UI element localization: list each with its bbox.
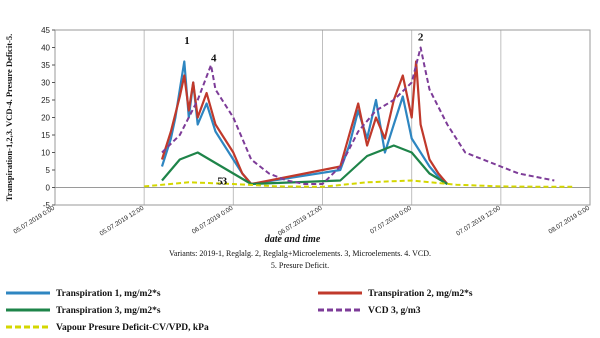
- series-line: [144, 179, 573, 188]
- y-tick-label: 10: [41, 149, 50, 158]
- y-axis-label: Transpiration-1,2,3. VCD-4. Presure Defi…: [4, 34, 14, 201]
- legend-label: VCD 3, g/m3: [368, 306, 421, 316]
- y-tick-label: 5: [46, 166, 51, 175]
- y-tick-label: 25: [41, 96, 50, 105]
- series-annotation: 2: [418, 32, 424, 44]
- legend-label: Transpiration 3, mg/m2*s: [56, 306, 161, 316]
- x-axis-label: date and time: [265, 234, 321, 245]
- y-tick-label: -5: [43, 201, 51, 210]
- series-annotation: 5: [217, 176, 223, 188]
- series-annotation: 4: [211, 53, 217, 65]
- legend-label: Vapour Presure Deficit-CV/VPD, kPa: [56, 323, 209, 333]
- y-tick-label: 30: [41, 79, 50, 88]
- y-tick-label: 20: [41, 114, 50, 123]
- series-annotation: 3: [222, 176, 228, 188]
- caption-line-1: Variants: 2019-1, Reglalg. 2, Reglalg+Mi…: [169, 249, 431, 258]
- y-tick-label: 40: [41, 44, 50, 53]
- y-tick-label: 45: [41, 26, 50, 35]
- series-line: [161, 46, 555, 185]
- caption-line-2: 5. Presure Deficit.: [271, 261, 329, 270]
- legend-label: Transpiration 1, mg/m2*s: [56, 289, 161, 299]
- y-tick-label: 0: [46, 184, 51, 193]
- series-annotation: 1: [184, 35, 190, 47]
- y-tick-label: 35: [41, 61, 50, 70]
- y-tick-label: 15: [41, 131, 50, 140]
- legend-label: Transpiration 2, mg/m2*s: [368, 289, 473, 299]
